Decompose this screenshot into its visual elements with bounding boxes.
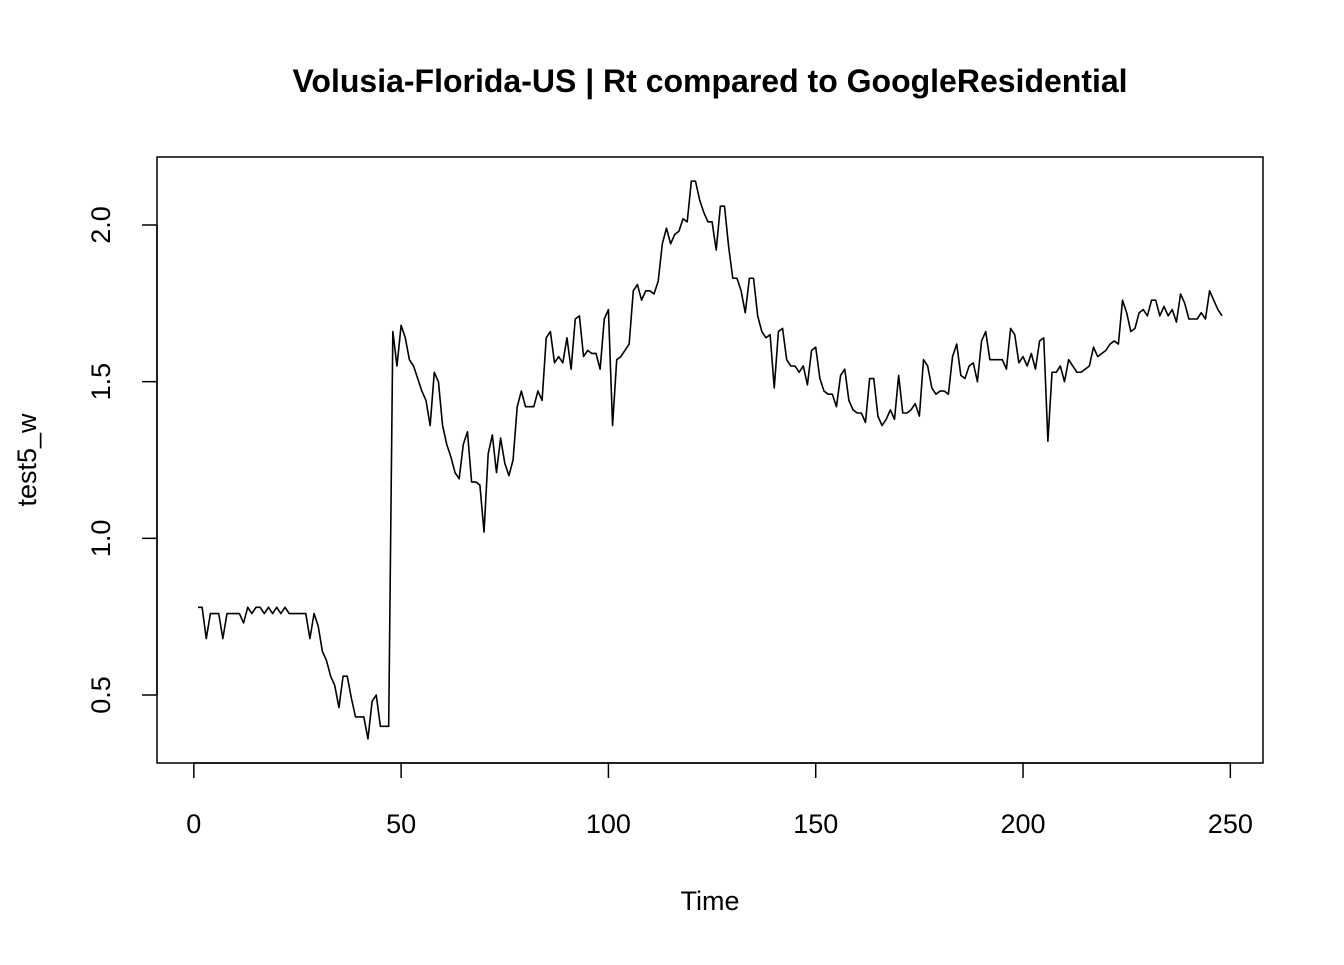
x-tick-label: 150 <box>793 809 838 839</box>
y-axis-label: test5_w <box>12 413 42 507</box>
x-tick-label: 100 <box>586 809 631 839</box>
x-tick-label: 200 <box>1000 809 1045 839</box>
y-tick-label: 0.5 <box>86 676 116 714</box>
chart-title: Volusia-Florida-US | Rt compared to Goog… <box>292 63 1127 99</box>
data-line <box>197 180 1223 740</box>
x-tick-label: 250 <box>1208 809 1253 839</box>
y-tick-label: 1.5 <box>86 363 116 401</box>
y-tick-label: 2.0 <box>86 206 116 244</box>
x-tick-label: 0 <box>186 809 201 839</box>
x-tick-label: 50 <box>386 809 416 839</box>
x-axis-label: Time <box>681 886 740 916</box>
y-tick-label: 1.0 <box>86 520 116 558</box>
